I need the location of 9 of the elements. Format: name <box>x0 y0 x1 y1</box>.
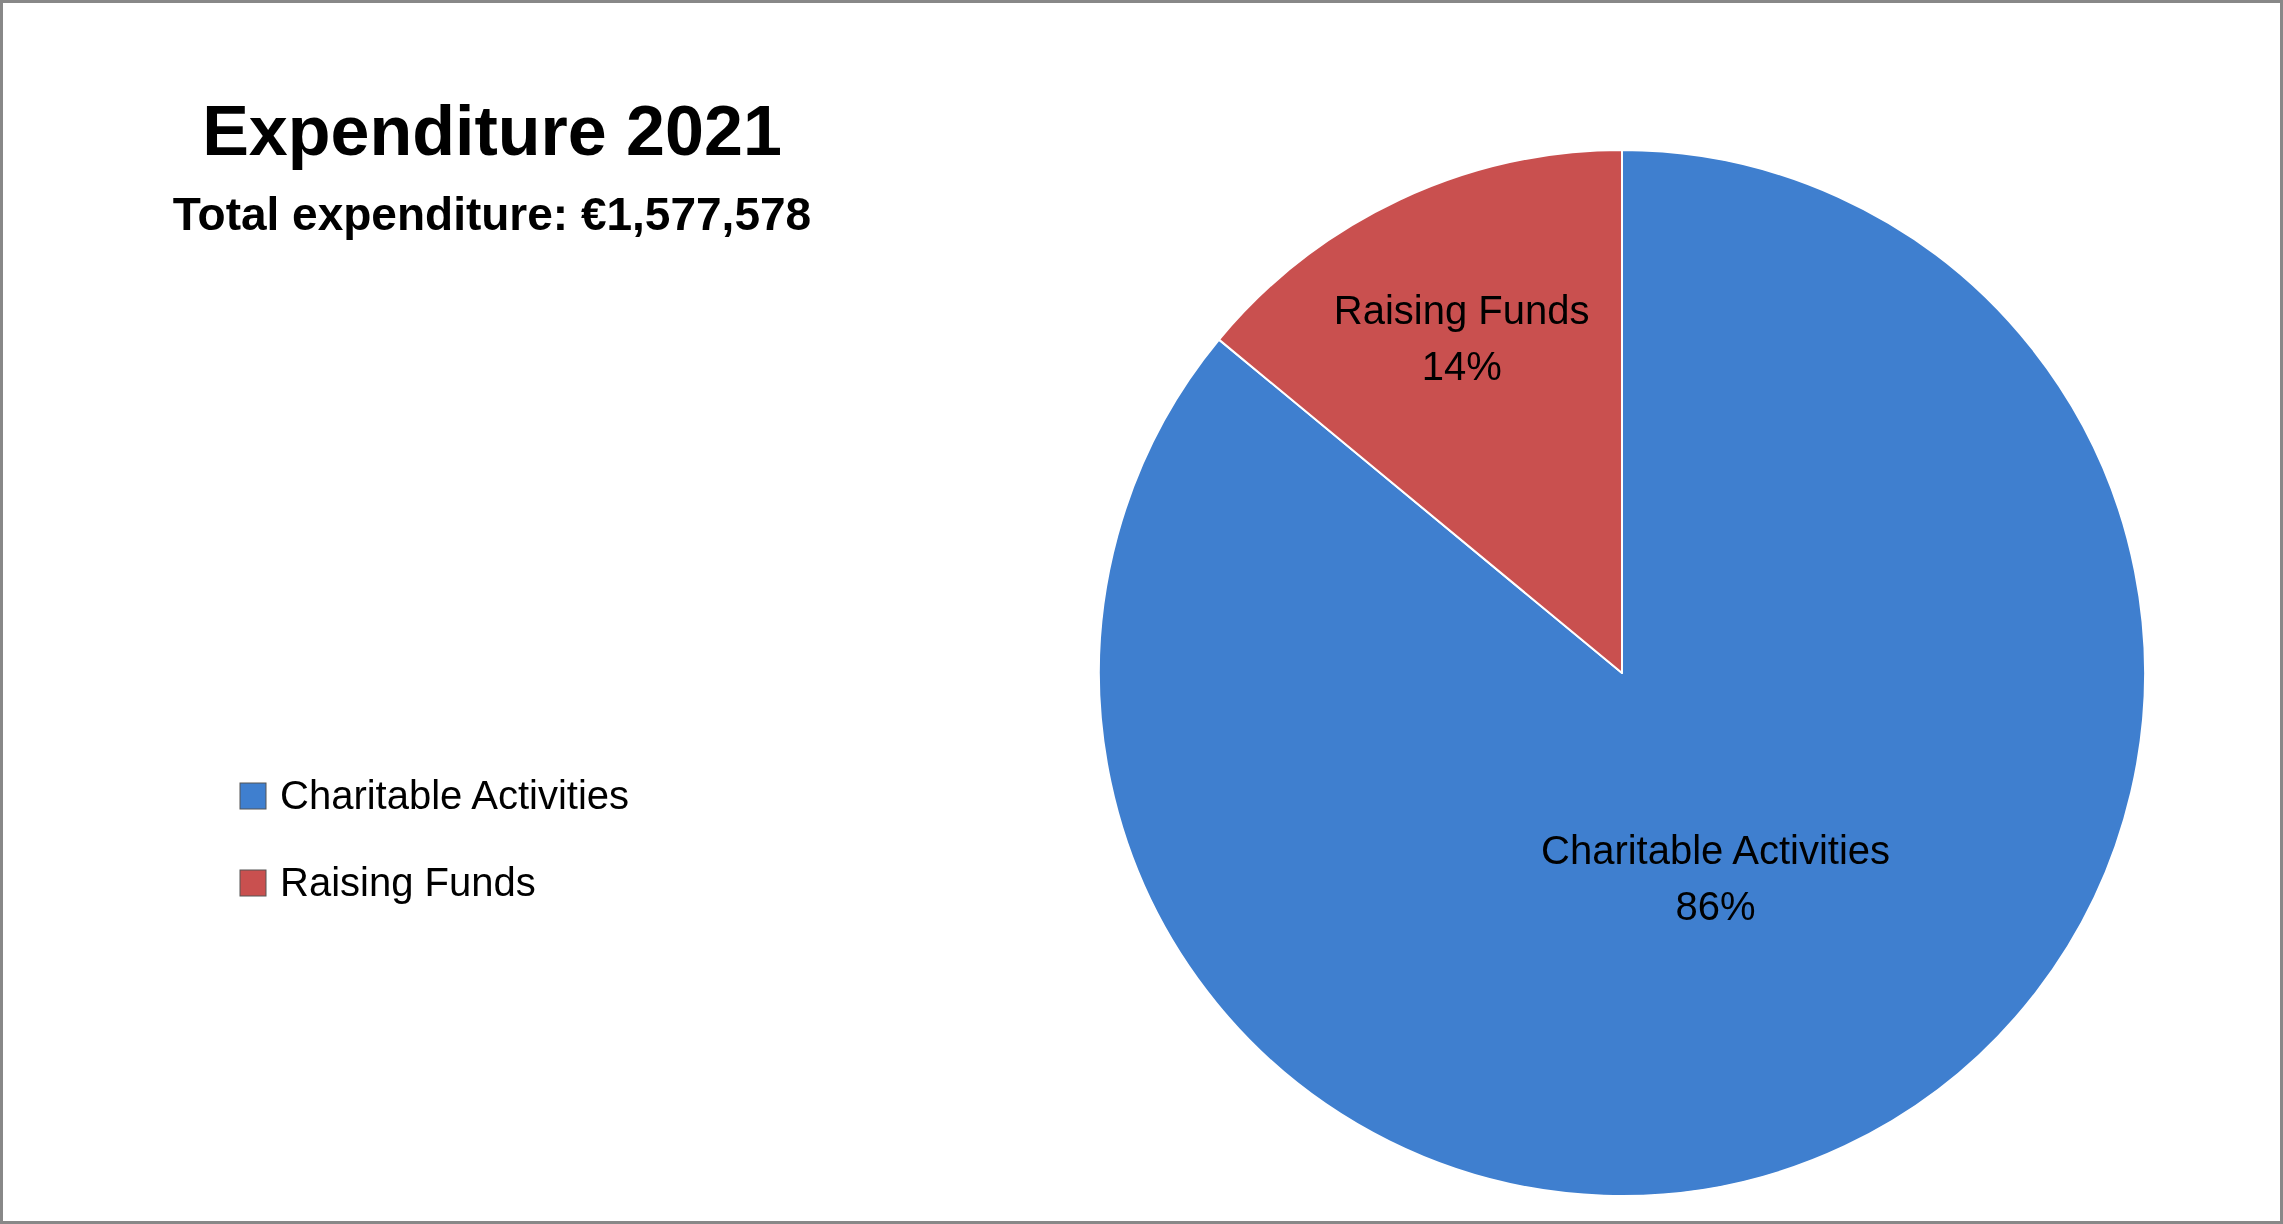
slice-label: Charitable Activities <box>1541 827 1891 872</box>
pie-slice <box>1098 149 2146 1197</box>
legend-label: Raising Funds <box>280 860 536 904</box>
data-label: 86% <box>1675 883 1756 928</box>
text: Total expenditure: €1,577,578 <box>172 188 812 240</box>
data-label: 14% <box>1421 344 1502 389</box>
legend-label: Charitable Activities <box>280 773 630 817</box>
chart-title: Expenditure 2021 <box>202 92 782 170</box>
slice-label: Raising Funds <box>1333 288 1590 333</box>
